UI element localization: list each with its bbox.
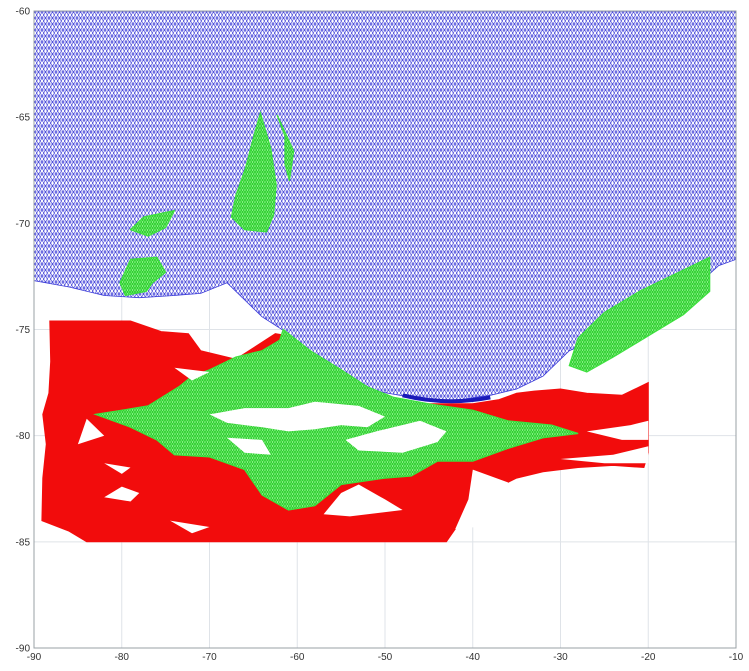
land-gap [104, 463, 131, 474]
y-tick-label: -65 [16, 113, 31, 124]
x-tick-label: -50 [378, 652, 393, 663]
y-tick-label: -70 [16, 219, 31, 230]
land-gap [323, 484, 403, 517]
x-tick-label: -70 [202, 652, 217, 663]
land-gap [586, 420, 649, 440]
plot-frame [33, 10, 737, 649]
x-tick-label: -80 [115, 652, 130, 663]
x-tick-label: -90 [27, 652, 42, 663]
land-gap [560, 446, 649, 464]
ice-shelf-mesh [119, 256, 167, 297]
land-gap [174, 367, 210, 381]
ice-shelf-mesh [276, 114, 295, 182]
land-gap [455, 469, 517, 530]
ice-shelf-mesh [230, 110, 277, 233]
y-tick-label: -85 [16, 537, 31, 548]
y-tick-label: -75 [16, 325, 31, 336]
land-gap [104, 486, 140, 502]
land-gap [170, 520, 210, 534]
mesh-regions [33, 10, 737, 543]
tick-labels: -90 -80 -70 -60 -50 -40 -30 -20 -10 -60 -65 -70 -75 -… [16, 7, 744, 664]
ice-shelf-mesh [129, 209, 176, 237]
y-tick-label: -80 [16, 431, 31, 442]
land-gap [209, 401, 385, 432]
ice-shelf-mesh [568, 256, 711, 373]
refined-coastline-mesh [402, 393, 491, 404]
y-tick-label: -90 [16, 644, 31, 655]
land-gap [345, 420, 447, 453]
x-tick-label: -40 [466, 652, 481, 663]
x-tick-label: -60 [290, 652, 305, 663]
land-gap [77, 418, 105, 445]
x-tick-label: -30 [553, 652, 568, 663]
x-tick-label: -10 [729, 652, 744, 663]
land-gap [227, 437, 271, 455]
y-tick-label: -60 [16, 7, 31, 18]
x-tick-label: -20 [641, 652, 656, 663]
